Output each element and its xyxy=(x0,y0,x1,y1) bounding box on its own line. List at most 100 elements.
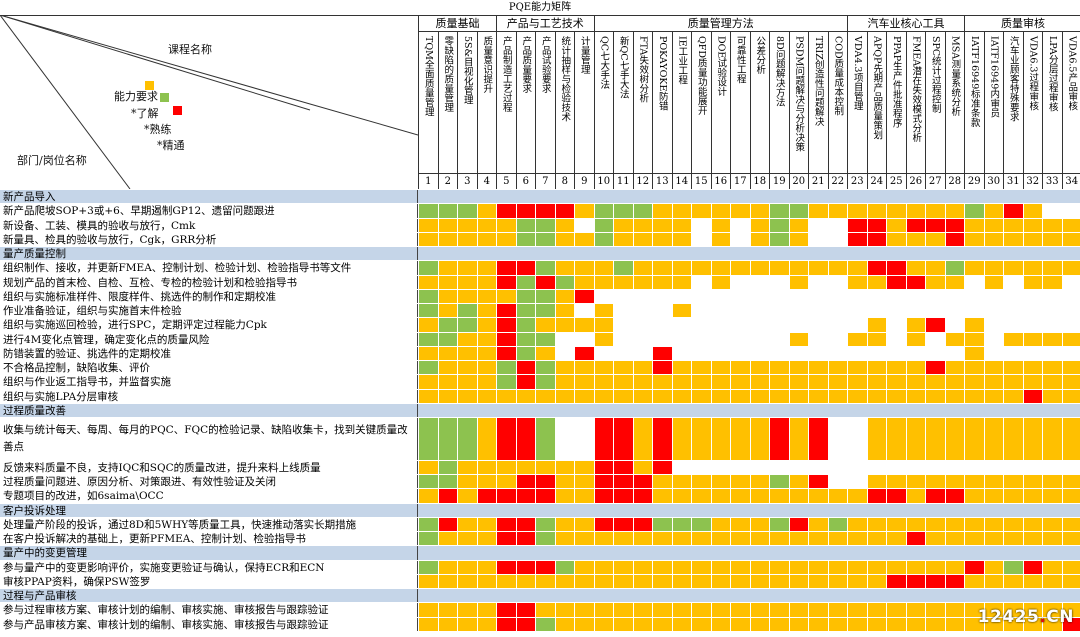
matrix-cell xyxy=(437,332,457,346)
matrix-cell xyxy=(632,304,652,318)
matrix-cell xyxy=(457,289,477,303)
matrix-cell xyxy=(886,560,906,574)
matrix-cell xyxy=(1061,304,1080,318)
matrix-cell xyxy=(749,489,769,503)
matrix-cell xyxy=(1061,389,1080,403)
matrix-cell xyxy=(593,332,613,346)
matrix-cell xyxy=(827,318,847,332)
matrix-cell xyxy=(457,617,477,631)
course-column-header: 零缺陷的质量管理 xyxy=(437,32,458,173)
matrix-cell xyxy=(808,460,828,474)
matrix-cell xyxy=(574,389,594,403)
matrix-cell xyxy=(652,375,672,389)
matrix-cell xyxy=(671,489,691,503)
course-name: QFD质量功能展开 xyxy=(695,36,707,115)
row-label: 在客户投诉解决的基础上，更新PFMEA、控制计划、检验指导书 xyxy=(0,532,418,546)
course-column-header: VDA4.3项目管理 xyxy=(847,32,867,173)
watermark: 12425.CN xyxy=(978,607,1074,627)
matrix-cell xyxy=(808,361,828,375)
matrix-cell xyxy=(866,346,886,360)
matrix-cell xyxy=(827,218,847,232)
table-row: 作业准备验证，组织与实施首末件检验 xyxy=(0,303,1080,318)
matrix-cell xyxy=(886,418,906,460)
matrix-cell xyxy=(730,517,750,531)
matrix-cell xyxy=(730,475,750,489)
course-name: 5S&目视化管理 xyxy=(461,36,473,105)
matrix-cell xyxy=(769,603,789,617)
matrix-cell xyxy=(944,560,964,574)
table-row: 规划产品的首末检、自检、互检、专检的检验计划和检验指导书 xyxy=(0,274,1080,289)
matrix-cell xyxy=(1042,460,1062,474)
matrix-cell xyxy=(632,389,652,403)
matrix-cell xyxy=(476,332,496,346)
matrix-cell xyxy=(1061,318,1080,332)
matrix-cell xyxy=(1003,389,1023,403)
matrix-cell xyxy=(613,289,633,303)
matrix-cell xyxy=(710,389,730,403)
section-row: 过程与产品审核 xyxy=(0,588,1080,603)
matrix-cell xyxy=(788,318,808,332)
matrix-cell xyxy=(535,574,555,588)
matrix-cell xyxy=(925,375,945,389)
course-number: 14 xyxy=(671,173,691,189)
level-2: *熟练 xyxy=(144,123,172,136)
matrix-cell xyxy=(905,603,925,617)
matrix-cell xyxy=(827,460,847,474)
legend-swatch-orange xyxy=(145,81,154,90)
matrix-cell xyxy=(1022,275,1042,289)
matrix-cell xyxy=(632,332,652,346)
matrix-cell xyxy=(496,475,516,489)
matrix-cell xyxy=(1042,574,1062,588)
matrix-cell xyxy=(496,218,516,232)
matrix-cell xyxy=(613,603,633,617)
matrix-cell xyxy=(554,574,574,588)
matrix-cell xyxy=(1022,389,1042,403)
course-column-header: IE工业工程 xyxy=(671,32,692,173)
matrix-cell xyxy=(769,532,789,546)
matrix-cell xyxy=(593,304,613,318)
matrix-cell xyxy=(515,475,535,489)
matrix-cell xyxy=(515,517,535,531)
matrix-cell xyxy=(710,375,730,389)
course-column-header: 新QC七手大法 xyxy=(613,32,633,173)
matrix-cell xyxy=(847,332,867,346)
matrix-cell xyxy=(1042,204,1062,218)
matrix-cell xyxy=(886,475,906,489)
matrix-cell xyxy=(905,361,925,375)
matrix-cell xyxy=(1022,532,1042,546)
matrix-cell xyxy=(730,346,750,360)
matrix-cell xyxy=(847,460,867,474)
matrix-cell xyxy=(749,418,769,460)
matrix-cell xyxy=(808,574,828,588)
row-label: 规划产品的首末检、自检、互检、专检的检验计划和检验指导书 xyxy=(0,275,418,289)
matrix-cell xyxy=(554,489,574,503)
matrix-cell xyxy=(1061,375,1080,389)
matrix-cell xyxy=(769,218,789,232)
matrix-cell xyxy=(476,489,496,503)
matrix-cell xyxy=(827,560,847,574)
matrix-cell xyxy=(710,361,730,375)
course-number: 1 xyxy=(418,173,438,189)
matrix-cell xyxy=(476,603,496,617)
matrix-cell xyxy=(730,460,750,474)
course-column-header: 产品制造工艺过程 xyxy=(496,32,516,173)
matrix-cell xyxy=(788,418,808,460)
matrix-cell xyxy=(944,532,964,546)
matrix-cell xyxy=(769,617,789,631)
matrix-cell xyxy=(691,532,711,546)
matrix-cell xyxy=(515,603,535,617)
matrix-cell xyxy=(808,489,828,503)
matrix-cell xyxy=(944,304,964,318)
matrix-cell xyxy=(749,560,769,574)
matrix-cell xyxy=(574,346,594,360)
course-number: 9 xyxy=(574,173,594,189)
matrix-cell xyxy=(515,560,535,574)
matrix-cell xyxy=(808,275,828,289)
row-label: 作业准备验证，组织与实施首末件检验 xyxy=(0,304,418,318)
matrix-cell xyxy=(808,304,828,318)
matrix-cell xyxy=(808,617,828,631)
matrix-cell xyxy=(535,617,555,631)
matrix-cell xyxy=(593,389,613,403)
matrix-cell xyxy=(749,332,769,346)
course-column-header: QC七大手法 xyxy=(593,32,614,173)
